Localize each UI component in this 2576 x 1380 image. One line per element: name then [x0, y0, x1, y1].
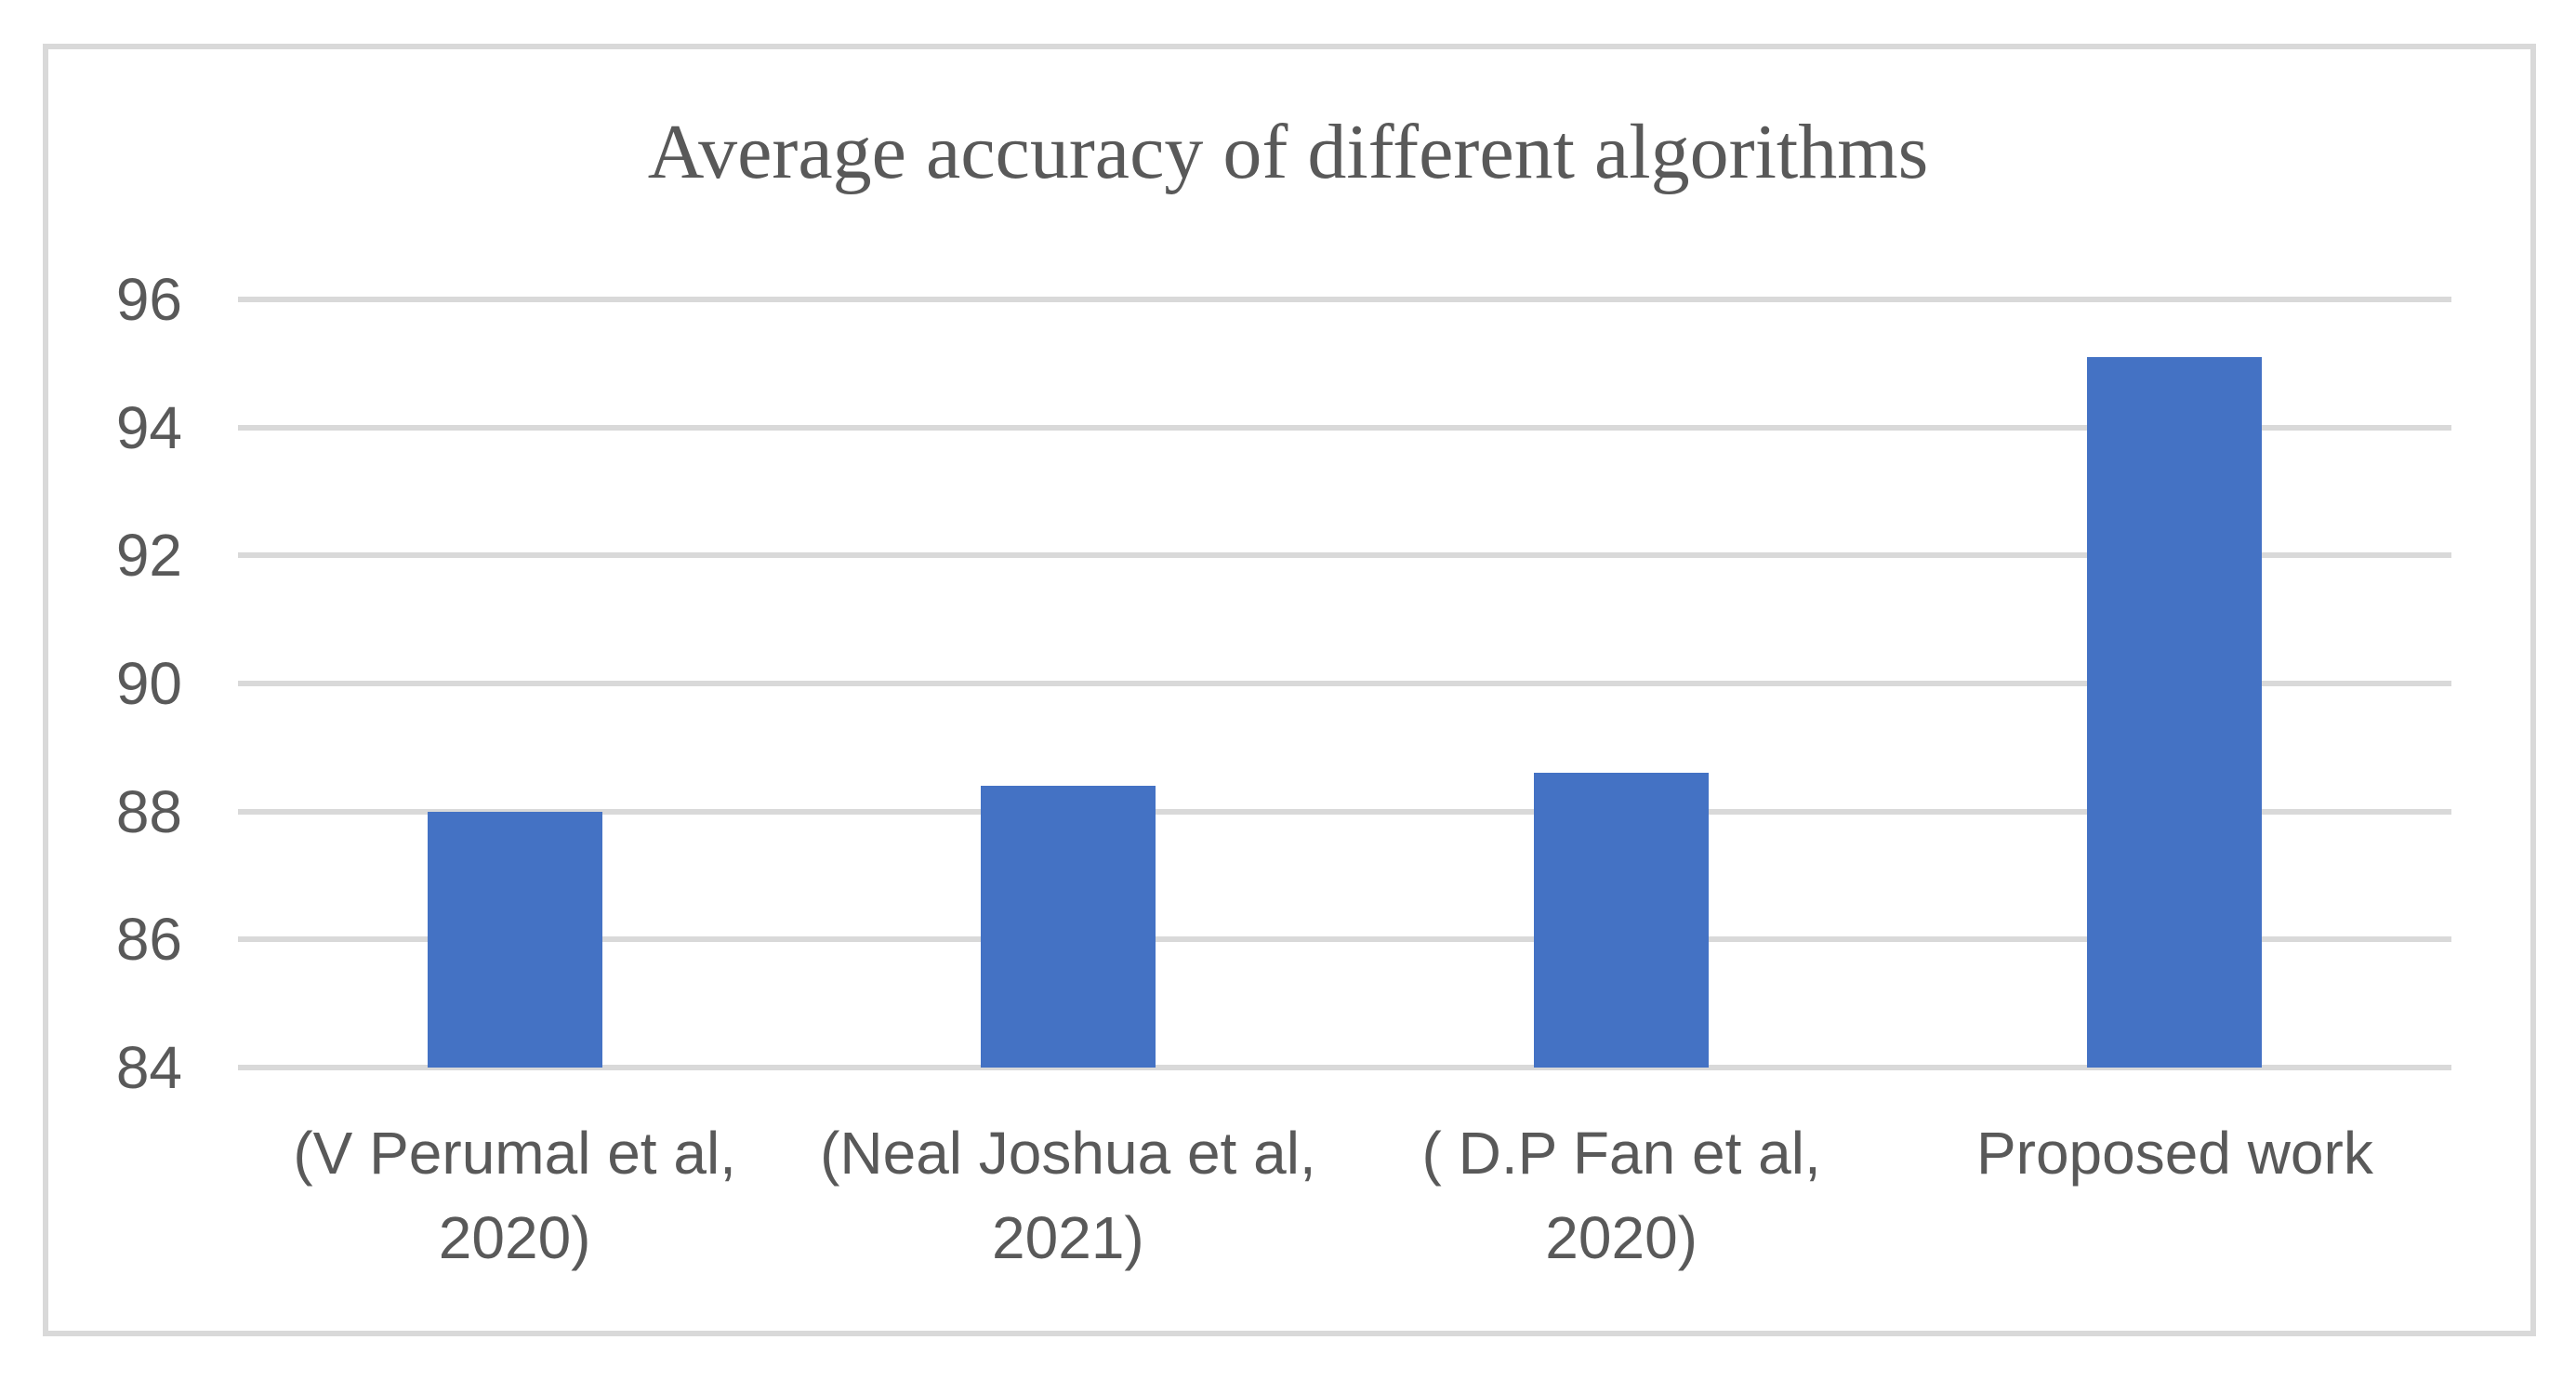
y-tick-label: 90: [115, 650, 182, 717]
chart-title: Average accuracy of different algorithms: [647, 109, 1929, 195]
x-category-label: (Neal Joshua et al, 2021): [820, 1120, 1316, 1271]
y-tick-label: 96: [115, 266, 182, 333]
y-tick-label: 88: [115, 777, 182, 845]
x-category-label: Proposed work: [1975, 1120, 2373, 1187]
gridline: [238, 297, 2451, 302]
bar-4: [2087, 356, 2263, 1068]
x-category-label: (V Perumal et al, 2020): [293, 1120, 736, 1271]
x-category-label: ( D.P Fan et al, 2020): [1421, 1120, 1821, 1271]
plot-area: [238, 297, 2451, 1070]
gridline: [238, 681, 2451, 686]
y-tick-label: 84: [115, 1034, 182, 1101]
y-tick-label: 92: [115, 522, 182, 590]
gridline: [238, 552, 2451, 559]
y-tick-label: 94: [115, 393, 182, 461]
gridline: [238, 1065, 2451, 1070]
y-tick-label: 86: [115, 906, 182, 974]
bar-3: [1534, 773, 1710, 1068]
gridline: [238, 808, 2451, 815]
gridline: [238, 936, 2451, 943]
gridline: [238, 424, 2451, 431]
bar-1: [427, 811, 602, 1068]
bar-2: [980, 786, 1156, 1068]
